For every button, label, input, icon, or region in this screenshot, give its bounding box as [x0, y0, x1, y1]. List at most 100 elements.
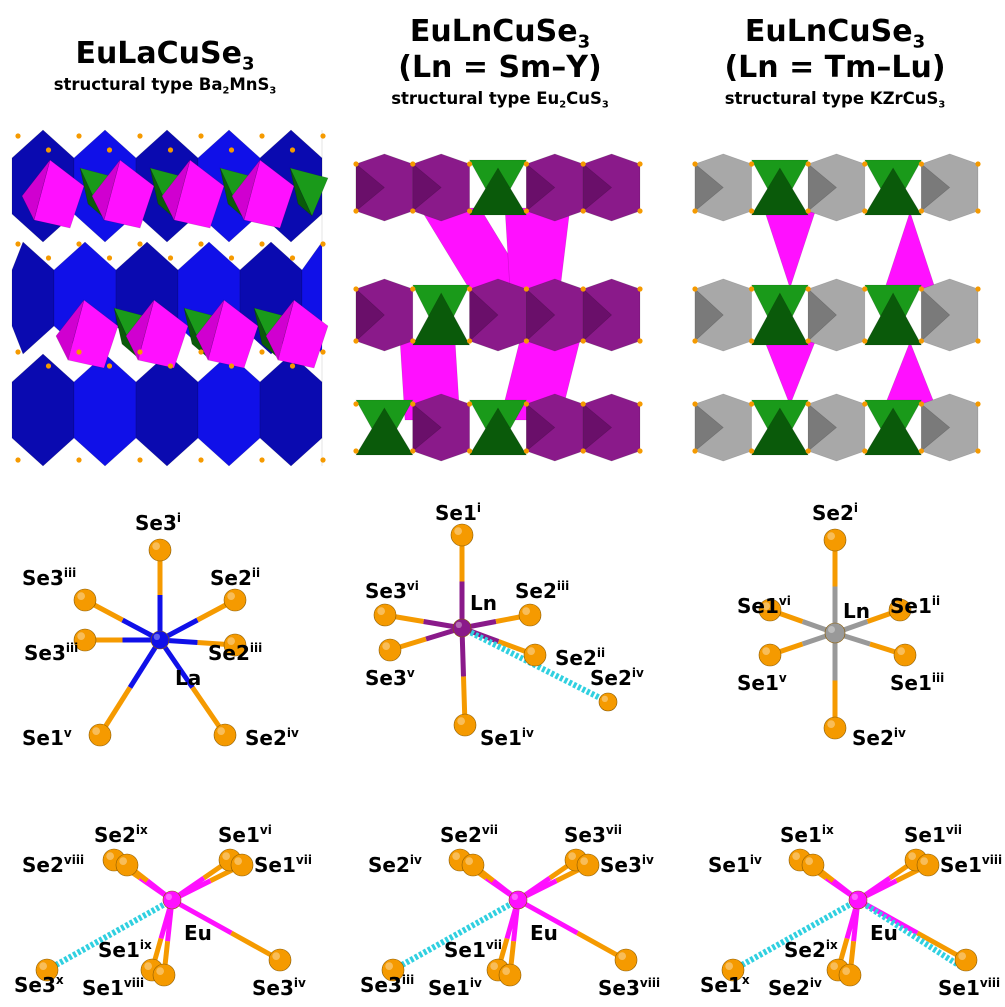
selenium-vertex: [975, 161, 981, 167]
atom-highlight: [725, 962, 734, 971]
selenium-vertex: [975, 286, 981, 292]
magenta-tetrahedron: [884, 341, 936, 406]
selenium-vertex: [198, 349, 204, 355]
blue-octahedron: [259, 353, 323, 467]
atom-highlight: [851, 893, 858, 900]
magenta-tetrahedron-face: [265, 299, 295, 361]
octahedron-face: [412, 163, 442, 212]
selenium-atom: [378, 638, 402, 662]
center-atom-label: Eu: [530, 921, 558, 945]
selenium-vertex: [523, 286, 530, 292]
atom-highlight: [217, 727, 225, 736]
selenium-vertex: [692, 401, 698, 407]
selenium-vertex: [749, 338, 755, 344]
atom-label: Se2ix: [784, 938, 838, 962]
selenium-atom: [758, 598, 782, 622]
selenium-vertex: [862, 448, 868, 454]
selenium-vertex: [862, 401, 868, 407]
selenium-vertex: [692, 338, 698, 344]
selenium-vertex: [289, 363, 296, 369]
selenium-vertex: [637, 208, 643, 214]
atom-highlight: [522, 607, 531, 616]
atom-highlight: [152, 542, 160, 551]
structure-panel-kzrcus3: [692, 153, 981, 462]
atom-label: Se1iv: [428, 976, 482, 1000]
selenium-vertex: [45, 255, 52, 261]
coordination-eu-2: Se2vii Se3vii Se2iv Se3iv Se3iii Se1vii Se1iv S…: [360, 823, 660, 1000]
selenium-vertex: [353, 286, 359, 292]
atom-label: Se3iii: [360, 973, 414, 997]
atom-highlight: [792, 852, 801, 861]
atom-label: Se2ix: [94, 823, 148, 847]
green-tetrahedron-face: [469, 167, 527, 216]
atom-highlight: [455, 621, 462, 628]
octahedron-face: [694, 403, 724, 452]
atom-highlight: [580, 857, 589, 866]
center-atom-label: Eu: [184, 921, 212, 945]
atom-highlight: [920, 857, 929, 866]
atom-label: Se1v: [22, 726, 72, 750]
selenium-vertex: [918, 448, 925, 454]
atom-label: Se3iv: [600, 853, 654, 877]
selenium-atom: [518, 603, 542, 627]
selenium-atom: [721, 958, 745, 982]
octahedron-face: [355, 163, 385, 212]
atom-label: Se1vi: [218, 823, 272, 847]
selenium-vertex: [137, 457, 143, 463]
selenium-vertex: [692, 448, 698, 454]
atom-highlight: [830, 962, 839, 971]
atom-highlight: [457, 717, 465, 726]
formula-title: EuLnCuSe3: [744, 14, 926, 53]
selenium-vertex: [259, 241, 265, 247]
atom-highlight: [527, 647, 536, 656]
bond: [127, 638, 163, 689]
bond: [516, 897, 579, 936]
selenium-atom: [268, 948, 292, 972]
long-contact: [856, 897, 965, 971]
formula-title: EuLaCuSe3: [75, 36, 255, 75]
magenta-tetrahedron-face: [21, 159, 51, 221]
atom-highlight: [144, 962, 152, 971]
selenium-atom: [498, 963, 522, 987]
selenium-vertex: [167, 255, 174, 261]
selenium-vertex: [228, 363, 235, 369]
column-title-3: EuLnCuSe3 (Ln = Tm–Lu) structural type K…: [670, 14, 1000, 110]
selenium-vertex: [580, 448, 586, 454]
selenium-vertex: [805, 338, 811, 344]
selenium-atom: [223, 588, 247, 612]
selenium-vertex: [198, 457, 204, 463]
atom-label: Se2i: [812, 501, 858, 525]
selenium-vertex: [198, 133, 204, 139]
atom-highlight: [153, 633, 161, 640]
ln-range-label: (Ln = Sm–Y): [398, 50, 602, 85]
selenium-vertex: [580, 161, 586, 167]
atom-highlight: [958, 952, 967, 961]
selenium-atom: [758, 643, 782, 667]
atom-label: Se3vii: [564, 823, 622, 847]
selenium-atom: [35, 958, 59, 982]
selenium-vertex: [353, 338, 359, 344]
selenium-vertex: [749, 208, 755, 214]
atom-label: Se3vi: [365, 579, 419, 603]
selenium-atom: [523, 643, 547, 667]
atom-label: Se1vii: [254, 853, 312, 877]
magenta-tetrahedron-face: [231, 159, 261, 221]
selenium-vertex: [353, 448, 359, 454]
selenium-vertex: [467, 338, 473, 344]
selenium-atom: [888, 598, 912, 622]
selenium-vertex: [523, 208, 530, 214]
atom-highlight: [827, 720, 836, 729]
green-tetrahedron-face: [289, 167, 313, 217]
selenium-vertex: [76, 241, 82, 247]
octahedron-face: [694, 288, 724, 342]
selenium-vertex: [918, 286, 925, 292]
selenium-atom: [598, 692, 618, 712]
selenium-vertex: [410, 161, 416, 167]
center-atom-label: Eu: [870, 921, 898, 945]
selenium-vertex: [975, 401, 981, 407]
green-tetrahedron-face: [355, 407, 414, 456]
atom-label: Se3i: [135, 511, 181, 535]
octahedron-face: [526, 288, 556, 342]
atom-highlight: [106, 852, 114, 861]
